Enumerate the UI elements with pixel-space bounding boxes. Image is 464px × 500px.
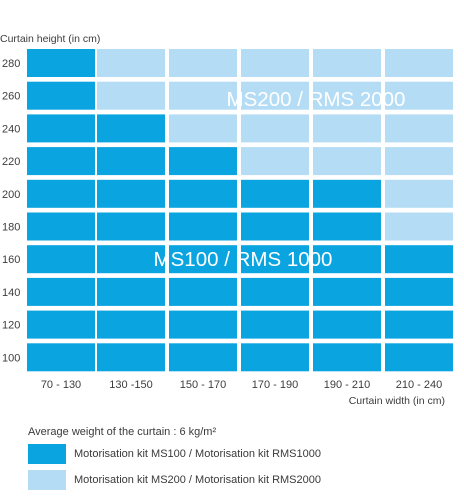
cell-100-col4-ms100 (241, 343, 309, 372)
y-tick-label: 260 (2, 91, 20, 103)
cell-260-col1-ms100 (27, 81, 95, 110)
cell-120-col3-ms100 (169, 310, 237, 339)
cell-280-col5-ms200 (313, 49, 381, 77)
x-axis-title: Curtain width (in cm) (349, 395, 445, 407)
region-labels: MS200 / RMS 2000 MS100 / RMS 1000 (154, 88, 406, 271)
curtain-kit-chart: Curtain height (in cm) 280 260 240 220 200 18… (0, 33, 453, 407)
cell-180-col6-ms200 (385, 212, 453, 241)
y-tick-labels: 280 260 240 220 200 180 160 140 120 100 (2, 58, 20, 364)
cell-140-col3-ms100 (169, 277, 237, 306)
legend-swatch-ms100 (28, 444, 66, 464)
cell-120-col5-ms100 (313, 310, 381, 339)
cell-240-col2-ms100 (97, 114, 165, 143)
cell-120-col6-ms100 (385, 310, 453, 339)
x-tick-labels: 70 - 130 130 -150 150 - 170 170 - 190 190 - … (41, 379, 442, 391)
cell-200-col1-ms100 (27, 179, 95, 208)
cell-140-col2-ms100 (97, 277, 165, 306)
x-tick-label: 130 -150 (109, 379, 152, 391)
cell-140-col6-ms100 (385, 277, 453, 306)
cell-100-col2-ms100 (97, 343, 165, 372)
cell-220-col2-ms100 (97, 147, 165, 176)
cell-220-col3-ms100 (169, 147, 237, 176)
cell-180-col2-ms100 (97, 212, 165, 241)
region-label-ms100: MS100 / RMS 1000 (154, 248, 333, 271)
x-tick-label: 210 - 240 (396, 379, 442, 391)
cell-260-col3-ms200 (169, 81, 237, 110)
cell-160-col1-ms100 (27, 245, 95, 274)
cell-200-col3-ms100 (169, 179, 237, 208)
cell-240-col6-ms200 (385, 114, 453, 143)
cell-200-col5-ms100 (313, 179, 381, 208)
cell-160-col4-ms100 (241, 245, 309, 274)
legend-label-ms200: Motorisation kit MS200 / Motorisation ki… (74, 474, 321, 486)
cell-260-col6-ms200 (385, 81, 453, 110)
cell-140-col1-ms100 (27, 277, 95, 306)
cell-240-col5-ms200 (313, 114, 381, 143)
y-tick-label: 160 (2, 254, 20, 266)
legend-item-ms100: Motorisation kit MS100 / Motorisation ki… (28, 444, 321, 464)
x-tick-label: 150 - 170 (180, 379, 226, 391)
cell-220-col1-ms100 (27, 147, 95, 176)
cell-220-col5-ms200 (313, 147, 381, 176)
cell-100-col3-ms100 (169, 343, 237, 372)
cell-180-col5-ms100 (313, 212, 381, 241)
chart-cells (27, 49, 453, 372)
cell-100-col5-ms100 (313, 343, 381, 372)
y-tick-label: 280 (2, 58, 20, 70)
average-weight-note: Average weight of the curtain : 6 kg/m² (28, 426, 217, 438)
cell-280-col2-ms200 (97, 49, 165, 77)
x-tick-label: 170 - 190 (252, 379, 298, 391)
cell-160-col3-ms100 (169, 245, 237, 274)
y-tick-label: 140 (2, 287, 20, 299)
cell-280-col4-ms200 (241, 49, 309, 77)
legend-label-ms100: Motorisation kit MS100 / Motorisation ki… (74, 448, 321, 460)
cell-100-col1-ms100 (27, 343, 95, 372)
cell-280-col3-ms200 (169, 49, 237, 77)
y-tick-label: 180 (2, 222, 20, 234)
cell-160-col6-ms100 (385, 245, 453, 274)
cell-260-col5-ms200 (313, 81, 381, 110)
y-tick-label: 240 (2, 123, 20, 135)
cell-180-col3-ms100 (169, 212, 237, 241)
cell-180-col4-ms100 (241, 212, 309, 241)
y-tick-label: 120 (2, 320, 20, 332)
cell-140-col4-ms100 (241, 277, 309, 306)
region-label-ms200: MS200 / RMS 2000 (227, 88, 406, 111)
cell-100-col6-ms100 (385, 343, 453, 372)
cell-120-col1-ms100 (27, 310, 95, 339)
cell-260-col2-ms200 (97, 81, 165, 110)
cell-160-col2-ms100 (97, 245, 165, 274)
cell-260-col4-ms200 (241, 81, 309, 110)
cell-120-col2-ms100 (97, 310, 165, 339)
y-axis-title: Curtain height (in cm) (0, 33, 100, 45)
cell-240-col4-ms200 (241, 114, 309, 143)
x-tick-label: 190 - 210 (324, 379, 370, 391)
cell-200-col4-ms100 (241, 179, 309, 208)
legend-item-ms200: Motorisation kit MS200 / Motorisation ki… (28, 470, 321, 490)
cell-140-col5-ms100 (313, 277, 381, 306)
cell-120-col4-ms100 (241, 310, 309, 339)
x-tick-label: 70 - 130 (41, 379, 81, 391)
cell-280-col1-ms100 (27, 49, 95, 77)
y-tick-label: 100 (2, 352, 20, 364)
cell-220-col6-ms200 (385, 147, 453, 176)
cell-240-col3-ms200 (169, 114, 237, 143)
cell-200-col2-ms100 (97, 179, 165, 208)
cell-160-col5-ms100 (313, 245, 381, 274)
y-tick-label: 200 (2, 189, 20, 201)
legend-swatch-ms200 (28, 470, 66, 490)
cell-180-col1-ms100 (27, 212, 95, 241)
cell-280-col6-ms200 (385, 49, 453, 77)
cell-240-col1-ms100 (27, 114, 95, 143)
cell-220-col4-ms200 (241, 147, 309, 176)
cell-200-col6-ms200 (385, 179, 453, 208)
y-tick-label: 220 (2, 156, 20, 168)
